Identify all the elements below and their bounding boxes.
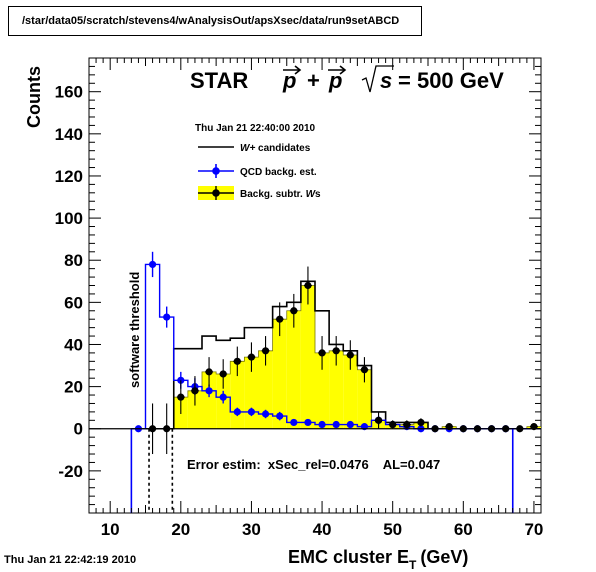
subtr-point <box>318 349 326 357</box>
x-axis-label: EMC cluster ET (GeV) <box>288 547 468 572</box>
subtr-point <box>233 357 241 365</box>
yellow-bar <box>187 390 202 429</box>
subtr-point <box>417 418 425 427</box>
qcd-point <box>304 418 312 427</box>
software-threshold-label: software threshold <box>127 272 142 388</box>
stats-timestamp: Thu Jan 21 22:40:00 2010 <box>195 123 316 134</box>
y-tick-label: 140 <box>55 125 83 144</box>
subtr-point <box>219 370 227 378</box>
subtr-point <box>205 368 213 376</box>
software-threshold-lines <box>148 428 174 513</box>
y-axis: -20 0 20 40 60 80 100 120 140 160 <box>55 57 541 514</box>
x-axis: 10 20 30 40 50 60 70 <box>88 58 543 539</box>
y-tick-label: 160 <box>55 83 83 102</box>
svg-text:s: s <box>380 68 392 93</box>
y-axis-label: Counts <box>24 66 44 128</box>
legend-entry-w-candidates: W+ candidates <box>198 143 311 154</box>
svg-text:p: p <box>328 68 342 93</box>
qcd-point <box>219 393 227 401</box>
x-tick-label: 40 <box>313 520 332 539</box>
subtr-point <box>332 347 340 355</box>
subtr-point <box>247 353 256 361</box>
subtr-point <box>290 307 298 315</box>
qcd-point <box>261 410 270 418</box>
qcd-point <box>247 408 256 416</box>
yellow-bar <box>258 350 273 429</box>
subtr-point <box>360 366 369 374</box>
x-tick-label: 20 <box>171 520 190 539</box>
subtr-point <box>403 420 411 429</box>
legend-entry-backg-subtr: Backg. subtr. Ws <box>198 186 321 200</box>
qcd-point <box>276 412 284 420</box>
x-tick-label: 10 <box>101 520 120 539</box>
subtr-point <box>374 416 383 424</box>
qcd-point <box>332 420 340 429</box>
svg-text:+: + <box>307 68 320 93</box>
y-tick-label: 100 <box>55 209 83 228</box>
qcd-point <box>148 260 157 269</box>
svg-text:QCD backg. est.: QCD backg. est. <box>240 167 317 178</box>
yellow-bar <box>357 369 372 429</box>
y-tick-label: 20 <box>64 378 83 397</box>
yellow-bar <box>244 357 259 429</box>
yellow-bar <box>202 371 217 429</box>
file-path-label: /star/data05/scratch/stevens4/wAnalysisO… <box>22 15 400 27</box>
subtr-point <box>261 347 270 355</box>
y-tick-label: 120 <box>55 167 83 186</box>
x-tick-label: 30 <box>242 520 261 539</box>
y-tick-label: 0 <box>74 420 83 439</box>
y-tick-label: 80 <box>64 251 83 270</box>
yellow-bar <box>272 319 287 429</box>
qcd-point <box>318 420 326 429</box>
qcd-point <box>346 420 354 429</box>
chart-title-star: STAR <box>190 68 248 93</box>
subtr-point <box>389 420 397 429</box>
backg-subtr-points <box>148 266 538 455</box>
subtr-point <box>276 315 284 323</box>
chart-title-beams: p + p <box>282 65 347 93</box>
yellow-bar <box>329 350 344 429</box>
yellow-bar <box>300 285 315 429</box>
x-tick-label: 60 <box>454 520 473 539</box>
subtr-point <box>346 351 354 359</box>
error-estimate-text: Error estim: xSec_rel=0.0476 AL=0.047 <box>187 457 440 472</box>
qcd-point <box>290 418 298 427</box>
svg-text:p: p <box>282 68 296 93</box>
x-tick-label: 70 <box>524 520 543 539</box>
qcd-point <box>205 387 213 395</box>
yellow-bar <box>286 310 301 429</box>
file-path-box: /star/data05/scratch/stevens4/wAnalysisO… <box>8 6 422 36</box>
yellow-bar <box>315 352 330 429</box>
svg-text:EMC cluster ET(GeV): EMC cluster ET (GeV) <box>288 547 468 572</box>
qcd-point <box>163 313 171 321</box>
svg-text:W+ candidates: W+ candidates <box>240 143 311 154</box>
legend-entry-qcd: QCD backg. est. <box>198 164 317 178</box>
yellow-bar <box>343 355 358 429</box>
bottom-timestamp: Thu Jan 21 22:42:19 2010 <box>4 554 137 566</box>
chart-title-sqrt-s: s <box>361 65 394 93</box>
chart-title-energy: = 500 GeV <box>398 68 504 93</box>
svg-text:Backg. subtr. Ws: Backg. subtr. Ws <box>240 189 321 200</box>
y-tick-label: -20 <box>58 462 83 481</box>
subtr-point <box>304 281 312 290</box>
subtr-point <box>191 387 199 395</box>
y-tick-label: 60 <box>64 293 83 312</box>
y-tick-label: 40 <box>64 335 83 354</box>
subtr-point <box>177 393 185 401</box>
qcd-point <box>233 408 241 416</box>
x-tick-label: 50 <box>383 520 402 539</box>
